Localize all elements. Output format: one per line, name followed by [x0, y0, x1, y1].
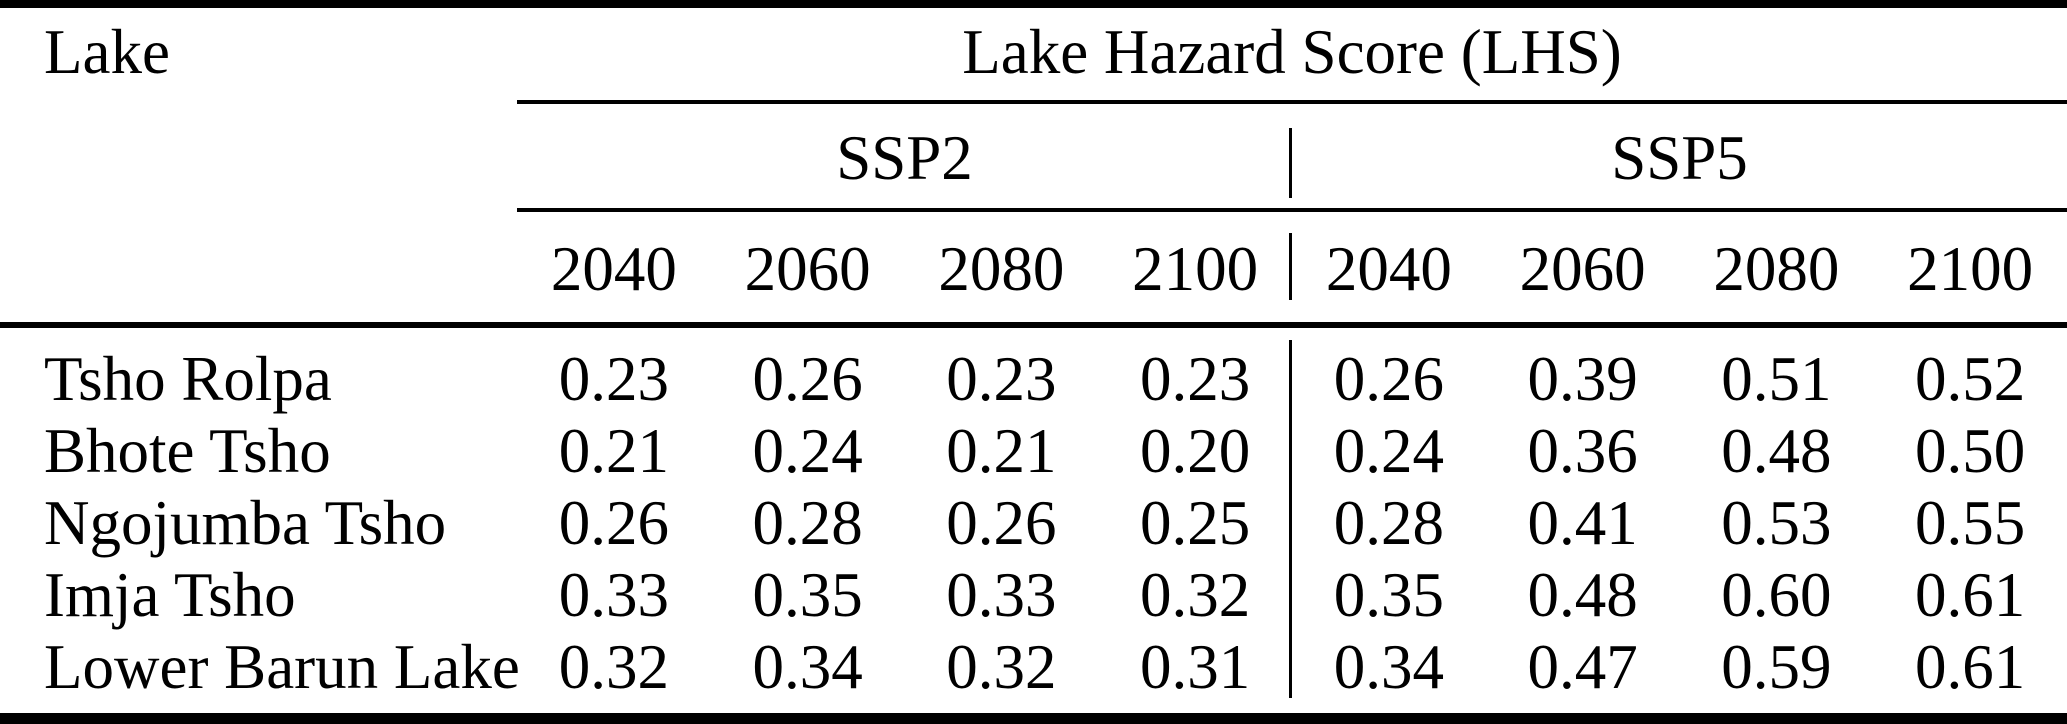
year-header-ssp5-2080: 2080 — [1713, 234, 1840, 304]
group-header-lhs: Lake Hazard Score (LHS) — [962, 16, 1622, 87]
value-tsho-rolpa-ssp5-2060: 0.39 — [1527, 343, 1638, 414]
year-header-ssp2-2100: 2100 — [1132, 234, 1259, 304]
rule-top — [0, 0, 2067, 8]
lake-name-ngojumba-tsho: Ngojumba Tsho — [44, 487, 447, 558]
value-bhote-tsho-ssp2-2100: 0.20 — [1140, 415, 1251, 486]
year-header-ssp5-2060: 2060 — [1519, 234, 1646, 304]
scenario-header-ssp2: SSP2 — [836, 122, 973, 193]
divider-ssp-scenario-row — [1289, 128, 1292, 198]
value-ngojumba-tsho-ssp2-2060: 0.28 — [752, 487, 863, 558]
year-header-ssp5-2040: 2040 — [1325, 234, 1452, 304]
value-bhote-tsho-ssp5-2080: 0.48 — [1721, 415, 1832, 486]
rule-above-data — [0, 322, 2067, 328]
value-lower-barun-lake-ssp5-2100: 0.61 — [1915, 631, 2026, 702]
year-header-ssp5-2100: 2100 — [1907, 234, 2034, 304]
value-bhote-tsho-ssp2-2080: 0.21 — [946, 415, 1057, 486]
value-imja-tsho-ssp5-2080: 0.60 — [1721, 559, 1832, 630]
value-lower-barun-lake-ssp2-2100: 0.31 — [1140, 631, 1251, 702]
lake-name-bhote-tsho: Bhote Tsho — [44, 415, 331, 486]
value-imja-tsho-ssp2-2060: 0.35 — [752, 559, 863, 630]
lake-name-lower-barun-lake: Lower Barun Lake — [44, 631, 520, 702]
value-ngojumba-tsho-ssp5-2080: 0.53 — [1721, 487, 1832, 558]
value-tsho-rolpa-ssp2-2060: 0.26 — [752, 343, 863, 414]
value-tsho-rolpa-ssp2-2040: 0.23 — [558, 343, 669, 414]
column-header-lake: Lake — [44, 16, 170, 87]
value-ngojumba-tsho-ssp5-2100: 0.55 — [1915, 487, 2026, 558]
value-lower-barun-lake-ssp5-2060: 0.47 — [1527, 631, 1638, 702]
value-tsho-rolpa-ssp2-2100: 0.23 — [1140, 343, 1251, 414]
value-lower-barun-lake-ssp5-2040: 0.34 — [1333, 631, 1444, 702]
value-lower-barun-lake-ssp2-2080: 0.32 — [946, 631, 1057, 702]
value-bhote-tsho-ssp2-2060: 0.24 — [752, 415, 863, 486]
value-bhote-tsho-ssp2-2040: 0.21 — [558, 415, 669, 486]
value-imja-tsho-ssp5-2100: 0.61 — [1915, 559, 2026, 630]
rule-bottom — [0, 713, 2067, 724]
value-tsho-rolpa-ssp5-2100: 0.52 — [1915, 343, 2026, 414]
value-bhote-tsho-ssp5-2040: 0.24 — [1333, 415, 1444, 486]
value-ngojumba-tsho-ssp2-2080: 0.26 — [946, 487, 1057, 558]
value-imja-tsho-ssp2-2080: 0.33 — [946, 559, 1057, 630]
value-ngojumba-tsho-ssp5-2040: 0.28 — [1333, 487, 1444, 558]
value-lower-barun-lake-ssp2-2060: 0.34 — [752, 631, 863, 702]
divider-year-row — [1289, 233, 1292, 300]
value-ngojumba-tsho-ssp2-2100: 0.25 — [1140, 487, 1251, 558]
value-bhote-tsho-ssp5-2060: 0.36 — [1527, 415, 1638, 486]
value-ngojumba-tsho-ssp2-2040: 0.26 — [558, 487, 669, 558]
value-lower-barun-lake-ssp5-2080: 0.59 — [1721, 631, 1832, 702]
value-tsho-rolpa-ssp2-2080: 0.23 — [946, 343, 1057, 414]
value-imja-tsho-ssp2-2040: 0.33 — [558, 559, 669, 630]
lake-name-tsho-rolpa: Tsho Rolpa — [44, 343, 332, 414]
year-header-ssp2-2080: 2080 — [938, 234, 1065, 304]
value-imja-tsho-ssp5-2040: 0.35 — [1333, 559, 1444, 630]
value-imja-tsho-ssp2-2100: 0.32 — [1140, 559, 1251, 630]
divider-data-rows — [1289, 340, 1292, 698]
scenario-header-ssp5: SSP5 — [1611, 122, 1748, 193]
year-header-ssp2-2060: 2060 — [744, 234, 871, 304]
value-imja-tsho-ssp5-2060: 0.48 — [1527, 559, 1638, 630]
value-tsho-rolpa-ssp5-2080: 0.51 — [1721, 343, 1832, 414]
lake-name-imja-tsho: Imja Tsho — [44, 559, 296, 630]
rule-under-lhs-header — [517, 100, 2067, 104]
value-tsho-rolpa-ssp5-2040: 0.26 — [1333, 343, 1444, 414]
value-bhote-tsho-ssp5-2100: 0.50 — [1915, 415, 2026, 486]
rule-under-scenarios — [517, 208, 2067, 212]
value-lower-barun-lake-ssp2-2040: 0.32 — [558, 631, 669, 702]
year-header-ssp2-2040: 2040 — [550, 234, 677, 304]
value-ngojumba-tsho-ssp5-2060: 0.41 — [1527, 487, 1638, 558]
